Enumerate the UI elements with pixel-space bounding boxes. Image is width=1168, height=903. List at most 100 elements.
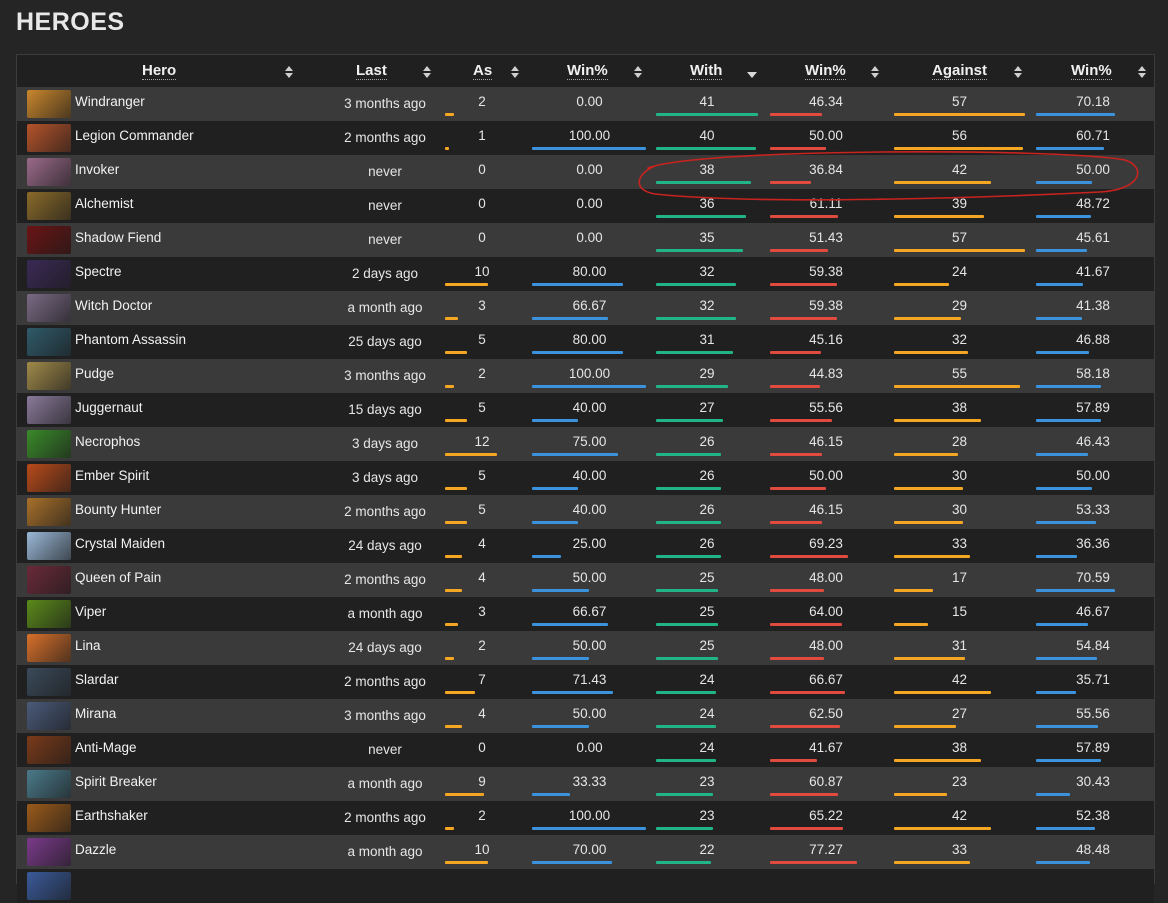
table-row[interactable]: Mirana 3 months ago 4 50.00 24 62.50 27 55.56 bbox=[17, 699, 1154, 733]
hero-name-link[interactable]: Crystal Maiden bbox=[75, 536, 166, 551]
hero-name-link[interactable]: Pudge bbox=[75, 366, 115, 381]
sort-icon[interactable] bbox=[634, 66, 642, 78]
juggernaut-portrait-icon[interactable] bbox=[27, 396, 71, 424]
anti-mage-portrait-icon[interactable] bbox=[27, 736, 71, 764]
with-win-value: 61.11 bbox=[809, 196, 843, 211]
necrophos-portrait-icon[interactable] bbox=[27, 430, 71, 458]
dazzle-portrait-icon[interactable] bbox=[27, 838, 71, 866]
with-bar bbox=[656, 793, 713, 796]
column-header-with[interactable]: With bbox=[652, 62, 767, 82]
column-header-as[interactable]: As bbox=[447, 62, 527, 82]
hero-name-link[interactable]: Necrophos bbox=[75, 434, 141, 449]
with-win-value: 41.67 bbox=[809, 740, 843, 755]
table-row[interactable]: Earthshaker 2 months ago 2 100.00 23 65.22 42 5… bbox=[17, 801, 1154, 835]
table-row[interactable] bbox=[17, 869, 1154, 903]
hero-name-link[interactable]: Witch Doctor bbox=[75, 298, 153, 313]
legion-commander-portrait-icon[interactable] bbox=[27, 124, 71, 152]
as-value: 5 bbox=[478, 468, 486, 483]
table-row[interactable]: Necrophos 3 days ago 12 75.00 26 46.15 28 46.43 bbox=[17, 427, 1154, 461]
hero-name-link[interactable]: Shadow Fiend bbox=[75, 230, 162, 245]
hero-name-link[interactable]: Queen of Pain bbox=[75, 570, 162, 585]
table-row[interactable]: Bounty Hunter 2 months ago 5 40.00 26 46.15 30… bbox=[17, 495, 1154, 529]
lina-portrait-icon[interactable] bbox=[27, 634, 71, 662]
sort-icon[interactable] bbox=[871, 66, 879, 78]
crystal-maiden-portrait-icon[interactable] bbox=[27, 532, 71, 560]
phantom-assassin-portrait-icon[interactable] bbox=[27, 328, 71, 356]
slardar-portrait-icon[interactable] bbox=[27, 668, 71, 696]
table-row[interactable]: Witch Doctor a month ago 3 66.67 32 59.38 29 41… bbox=[17, 291, 1154, 325]
mirana-portrait-icon[interactable] bbox=[27, 702, 71, 730]
column-header-against[interactable]: Against bbox=[892, 62, 1027, 82]
with-value: 35 bbox=[699, 230, 715, 245]
hero-name-link[interactable]: Invoker bbox=[75, 162, 120, 177]
ember-spirit-portrait-icon[interactable] bbox=[27, 464, 71, 492]
table-row[interactable]: Anti-Mage never 0 0.00 24 41.67 38 57.89 bbox=[17, 733, 1154, 767]
column-header-as-win[interactable]: Win% bbox=[527, 62, 647, 82]
hero-name-link[interactable]: Lina bbox=[75, 638, 101, 653]
column-header-with-win[interactable]: Win% bbox=[767, 62, 887, 82]
as-bar bbox=[445, 317, 458, 320]
table-row[interactable]: Viper a month ago 3 66.67 25 64.00 15 46.67 bbox=[17, 597, 1154, 631]
hero-name-link[interactable]: Phantom Assassin bbox=[75, 332, 187, 347]
sort-icon[interactable] bbox=[423, 66, 431, 78]
table-row[interactable]: Invoker never 0 0.00 38 36.84 42 50.00 bbox=[17, 155, 1154, 189]
alchemist-portrait-icon[interactable] bbox=[27, 192, 71, 220]
column-header-hero[interactable]: Hero bbox=[17, 62, 307, 82]
table-row[interactable]: Shadow Fiend never 0 0.00 35 51.43 57 45.61 bbox=[17, 223, 1154, 257]
table-row[interactable]: Dazzle a month ago 10 70.00 22 77.27 33 48.48 bbox=[17, 835, 1154, 869]
hero-name-link[interactable]: Bounty Hunter bbox=[75, 502, 162, 517]
hero-name-link[interactable]: Slardar bbox=[75, 672, 119, 687]
hero-portrait-icon[interactable] bbox=[27, 872, 71, 900]
with-win-value: 59.38 bbox=[809, 298, 843, 313]
windranger-portrait-icon[interactable] bbox=[27, 90, 71, 118]
bounty-hunter-portrait-icon[interactable] bbox=[27, 498, 71, 526]
hero-name-link[interactable]: Dazzle bbox=[75, 842, 117, 857]
viper-portrait-icon[interactable] bbox=[27, 600, 71, 628]
table-row[interactable]: Alchemist never 0 0.00 36 61.11 39 48.72 bbox=[17, 189, 1154, 223]
table-row[interactable]: Lina 24 days ago 2 50.00 25 48.00 31 54.84 bbox=[17, 631, 1154, 665]
column-header-last[interactable]: Last bbox=[317, 62, 442, 82]
spectre-portrait-icon[interactable] bbox=[27, 260, 71, 288]
against-value: 42 bbox=[951, 808, 968, 823]
hero-name-link[interactable]: Spirit Breaker bbox=[75, 774, 157, 789]
table-row[interactable]: Spectre 2 days ago 10 80.00 32 59.38 24 41.67 bbox=[17, 257, 1154, 291]
hero-name-link[interactable]: Legion Commander bbox=[75, 128, 194, 143]
shadow-fiend-portrait-icon[interactable] bbox=[27, 226, 71, 254]
sort-icon[interactable] bbox=[285, 66, 293, 78]
sort-icon[interactable] bbox=[1138, 66, 1146, 78]
hero-name-link[interactable]: Windranger bbox=[75, 94, 145, 109]
pudge-portrait-icon[interactable] bbox=[27, 362, 71, 390]
hero-name-link[interactable]: Anti-Mage bbox=[75, 740, 137, 755]
sort-desc-icon[interactable] bbox=[747, 72, 757, 78]
hero-name-link[interactable]: Juggernaut bbox=[75, 400, 143, 415]
hero-name-link[interactable]: Viper bbox=[75, 604, 107, 619]
against-value: 56 bbox=[951, 128, 968, 143]
table-row[interactable]: Crystal Maiden 24 days ago 4 25.00 26 69.23 33… bbox=[17, 529, 1154, 563]
with-bar bbox=[656, 113, 758, 116]
spirit-breaker-portrait-icon[interactable] bbox=[27, 770, 71, 798]
earthshaker-portrait-icon[interactable] bbox=[27, 804, 71, 832]
queen-of-pain-portrait-icon[interactable] bbox=[27, 566, 71, 594]
table-row[interactable]: Queen of Pain 2 months ago 4 50.00 25 48.00 17… bbox=[17, 563, 1154, 597]
with-win-value: 48.00 bbox=[809, 570, 843, 585]
invoker-portrait-icon[interactable] bbox=[27, 158, 71, 186]
hero-name-link[interactable]: Alchemist bbox=[75, 196, 134, 211]
hero-name-link[interactable]: Spectre bbox=[75, 264, 122, 279]
with-bar bbox=[656, 623, 718, 626]
witch-doctor-portrait-icon[interactable] bbox=[27, 294, 71, 322]
table-row[interactable]: Pudge 3 months ago 2 100.00 29 44.83 55 58.18 bbox=[17, 359, 1154, 393]
column-header-against-win[interactable]: Win% bbox=[1032, 62, 1154, 82]
sort-icon[interactable] bbox=[1014, 66, 1022, 78]
table-row[interactable]: Windranger 3 months ago 2 0.00 41 46.34 57 70.1… bbox=[17, 87, 1154, 121]
table-row[interactable]: Spirit Breaker a month ago 9 33.33 23 60.87 23… bbox=[17, 767, 1154, 801]
table-row[interactable]: Slardar 2 months ago 7 71.43 24 66.67 42 35.71 bbox=[17, 665, 1154, 699]
hero-name-link[interactable]: Mirana bbox=[75, 706, 117, 721]
hero-name-link[interactable]: Ember Spirit bbox=[75, 468, 150, 483]
sort-icon[interactable] bbox=[511, 66, 519, 78]
table-row[interactable]: Ember Spirit 3 days ago 5 40.00 26 50.00 30 50.… bbox=[17, 461, 1154, 495]
table-row[interactable]: Legion Commander 2 months ago 1 100.00 40 50.… bbox=[17, 121, 1154, 155]
hero-name-link[interactable]: Earthshaker bbox=[75, 808, 148, 823]
as-win-bar bbox=[532, 351, 623, 354]
table-row[interactable]: Phantom Assassin 25 days ago 5 80.00 31 45.16… bbox=[17, 325, 1154, 359]
table-row[interactable]: Juggernaut 15 days ago 5 40.00 27 55.56 38 57.8… bbox=[17, 393, 1154, 427]
